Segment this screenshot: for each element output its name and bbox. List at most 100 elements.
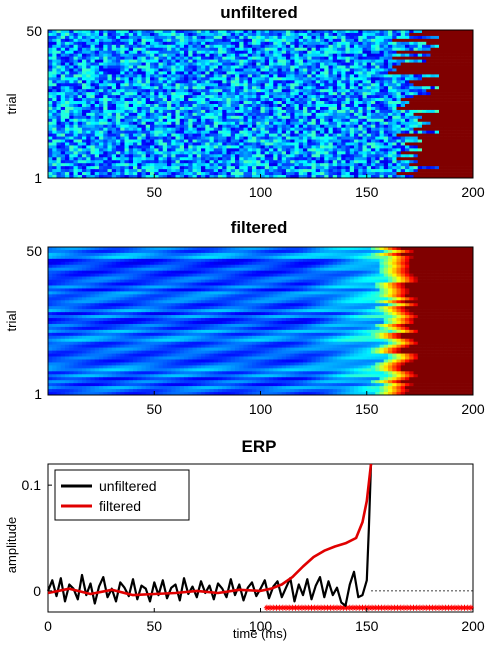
heatmap-cell: [60, 98, 66, 102]
heatmap-cell: [73, 145, 79, 149]
heatmap-cell: [82, 32, 87, 37]
heatmap-cell: [264, 65, 270, 69]
heatmap-cell: [158, 124, 164, 128]
heatmap-cell: [273, 98, 278, 102]
heatmap-cell: [201, 32, 206, 37]
heatmap-cell: [396, 38, 402, 43]
heatmap-cell: [256, 169, 261, 173]
heatmap-cell: [362, 95, 368, 99]
heatmap-cell: [94, 127, 100, 131]
heatmap-cell: [171, 32, 176, 37]
heatmap-cell: [405, 142, 410, 146]
heatmap-cell: [375, 77, 380, 81]
heatmap-cell: [456, 124, 461, 128]
heatmap-cell: [303, 92, 308, 96]
heatmap-cell: [366, 130, 372, 134]
heatmap-cell: [383, 95, 389, 99]
heatmap-cell: [133, 89, 138, 93]
heatmap-cell: [222, 121, 227, 126]
heatmap-cell: [120, 148, 125, 152]
heatmap-cell: [150, 121, 155, 126]
heatmap-cell: [188, 163, 193, 167]
heatmap-cell: [52, 92, 57, 96]
heatmap-cell: [124, 62, 130, 66]
heatmap-cell: [396, 115, 402, 120]
heatmap-cell: [205, 104, 210, 108]
heatmap-cell: [77, 130, 83, 134]
heatmap-cell: [307, 175, 312, 179]
heatmap-cell: [447, 145, 453, 149]
heatmap-cell: [281, 38, 287, 43]
heatmap-cell: [99, 169, 104, 173]
heatmap-cell: [371, 47, 376, 52]
heatmap-cell: [315, 118, 321, 123]
heatmap-cell: [218, 47, 223, 52]
heatmap-cell: [141, 172, 147, 176]
heatmap-cell: [383, 92, 389, 96]
heatmap-cell: [192, 157, 198, 161]
heatmap-cell: [154, 101, 159, 105]
heatmap-cell: [86, 106, 91, 111]
heatmap-cell: [324, 77, 329, 81]
heatmap-cell: [260, 106, 266, 111]
heatmap-cell: [277, 112, 283, 117]
heatmap-cell: [184, 115, 189, 120]
heatmap-cell: [324, 41, 329, 46]
heatmap-cell: [362, 74, 368, 78]
heatmap-cell: [324, 112, 329, 117]
heatmap-cell: [392, 172, 397, 176]
heatmap-cell: [128, 47, 134, 52]
heatmap-cell: [124, 59, 130, 63]
heatmap-cell: [358, 50, 363, 54]
heatmap-cell: [324, 142, 329, 146]
heatmap-cell: [277, 86, 283, 90]
heatmap-cell: [358, 74, 363, 78]
heatmap-cell: [94, 80, 100, 84]
heatmap-cell: [77, 175, 83, 179]
heatmap-cell: [192, 175, 198, 179]
heatmap-cell: [107, 98, 113, 102]
heatmap-cell: [388, 130, 393, 134]
heatmap-cell: [358, 86, 363, 90]
heatmap-cell: [256, 89, 261, 93]
heatmap-cell: [205, 133, 210, 137]
heatmap-cell: [417, 65, 423, 69]
heatmap-cell: [396, 53, 402, 57]
heatmap-cell: [439, 106, 444, 111]
heatmap-cell: [218, 169, 223, 173]
heatmap-cell: [337, 172, 342, 176]
heatmap-cell: [413, 50, 419, 54]
heatmap-cell: [358, 118, 363, 123]
heatmap-cell: [366, 56, 372, 60]
heatmap-cell: [226, 145, 232, 149]
heatmap-cell: [99, 109, 104, 114]
heatmap-cell: [137, 160, 142, 164]
heatmap-cell: [273, 130, 278, 134]
heatmap-cell: [150, 98, 155, 102]
heatmap-cell: [69, 157, 74, 161]
heatmap-cell: [464, 30, 470, 34]
heatmap-cell: [48, 95, 53, 99]
heatmap-cell: [243, 92, 249, 96]
heatmap-cell: [256, 142, 261, 146]
heatmap-cell: [358, 145, 363, 149]
heatmap-cell: [184, 65, 189, 69]
heatmap-cell: [311, 127, 317, 131]
heatmap-cell: [196, 56, 202, 60]
heatmap-cell: [354, 80, 359, 84]
heatmap-cell: [48, 83, 53, 87]
heatmap-cell: [124, 169, 130, 173]
heatmap-cell: [175, 157, 181, 161]
heatmap-cell: [337, 83, 342, 87]
heatmap-cell: [205, 83, 210, 87]
heatmap-cell: [86, 109, 91, 114]
heatmap-cell: [235, 130, 240, 134]
heatmap-cell: [154, 121, 159, 126]
heatmap-cell: [345, 101, 351, 105]
heatmap-cell: [179, 41, 185, 46]
heatmap-cell: [307, 151, 312, 155]
heatmap-cell: [388, 106, 393, 111]
heatmap-cell: [60, 163, 66, 167]
heatmap-cell: [154, 74, 159, 78]
heatmap-cell: [124, 92, 130, 96]
